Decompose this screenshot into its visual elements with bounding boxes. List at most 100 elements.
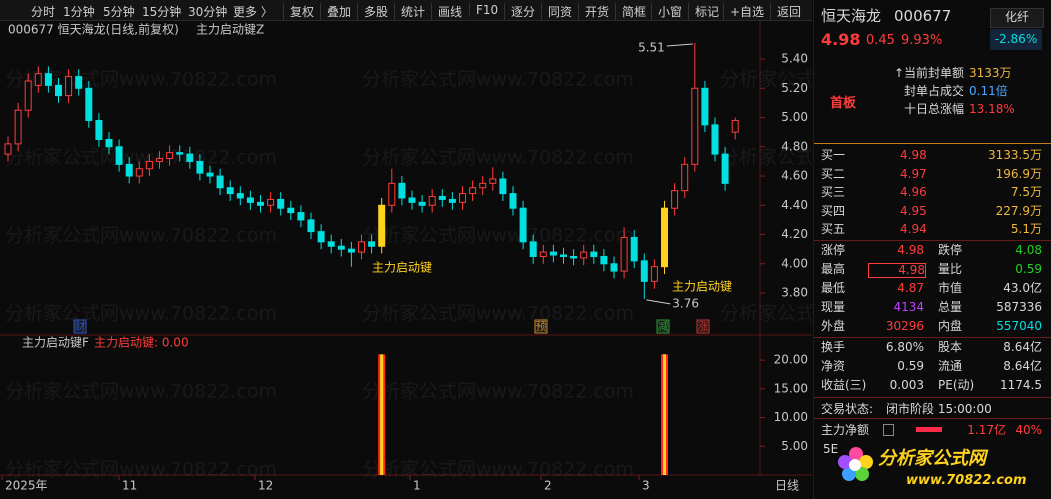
finance-value: 0.59 — [897, 359, 924, 373]
candle-body — [277, 198, 285, 209]
finance-value: 8.64亿 — [1003, 359, 1042, 373]
toolbar-button[interactable]: F10 — [469, 3, 498, 17]
indicator-name: 主力启动键Z — [196, 23, 264, 37]
book-price: 4.95 — [900, 203, 927, 218]
y-tick-label: 4.00 — [781, 256, 808, 270]
flow-amount: 1.17亿 — [967, 423, 1006, 437]
status-value: 闭市阶段 15:00:00 — [886, 402, 992, 416]
toolbar-button[interactable]: 标记 — [688, 3, 719, 20]
stat-value: 587336 — [996, 300, 1042, 314]
stat-value: 557040 — [996, 319, 1042, 333]
finance-label: 净资 — [821, 359, 846, 373]
x-tick-label: 2 — [544, 479, 552, 493]
signal-label: 主力启动键 — [372, 261, 432, 275]
toolbar-button[interactable]: 5分钟 — [103, 5, 135, 19]
indicator-value: 主力启动键: 0.00 — [94, 336, 189, 350]
stat-value: 4.08 — [1015, 243, 1042, 257]
candle-body — [671, 190, 679, 209]
candle-body — [44, 73, 52, 86]
high-arrow — [666, 43, 693, 47]
toolbar: 分时 1分钟 5分钟 15分钟 30分钟 更多 〉复权 叠加 多股 统计 画线 F10 逐分 同资 开货简… — [0, 0, 812, 21]
low-arrow — [646, 299, 671, 305]
finance-value: 1174.5 — [1000, 378, 1042, 392]
logo-flower — [838, 447, 873, 481]
x-tick-label: 11 — [122, 479, 137, 493]
seal-ratio-label: 封单占成交 — [903, 84, 964, 98]
period-label: 日线 — [775, 479, 799, 493]
watermark: 分析家公式网www.70822.com — [5, 459, 277, 481]
event-label: 财 — [75, 319, 86, 333]
event-marker — [534, 319, 548, 334]
stat-value: 30296 — [885, 319, 924, 333]
candle-body — [489, 178, 497, 184]
stat-label: 量比 — [938, 262, 963, 276]
book-price: 4.94 — [900, 222, 927, 236]
toolbar-button[interactable]: 多股 — [357, 3, 388, 20]
high-label: 5.51 — [638, 40, 665, 54]
candle-body — [196, 160, 204, 174]
bar-core — [380, 354, 384, 475]
y-tick-label: 4.60 — [781, 169, 808, 183]
book-volume: 227.9万 — [995, 203, 1042, 218]
toolbar-button[interactable]: 更多 〉 — [233, 5, 273, 19]
candle-body — [519, 207, 527, 243]
candle-body — [408, 197, 416, 203]
price: 4.98 — [821, 30, 861, 49]
toolbar-button[interactable]: 分时 — [31, 5, 56, 19]
toolbar-button[interactable]: 复权 — [283, 3, 314, 20]
candle-body — [115, 146, 123, 165]
candle-body — [358, 241, 365, 253]
status-label: 交易状态: — [821, 402, 874, 416]
candle-body — [428, 196, 436, 206]
book-label: 买四 — [821, 203, 846, 218]
candle-body — [95, 119, 103, 140]
sector-button[interactable]: 化纤 — [990, 8, 1044, 28]
candle-body — [539, 251, 547, 257]
book-price: 4.97 — [900, 166, 927, 181]
toolbar-button[interactable]: 1分钟 — [63, 5, 95, 19]
candle-body — [418, 201, 426, 206]
candle-body — [479, 182, 487, 189]
toolbar-button[interactable]: 小窗 — [651, 3, 682, 20]
toolbar-button[interactable]: 统计 — [394, 3, 425, 20]
seal-amount: 3133万 — [969, 66, 1012, 80]
toolbar-button[interactable]: 叠加 — [320, 3, 351, 20]
finance-label: PE(动) — [938, 378, 975, 392]
candle-body — [650, 266, 658, 282]
toolbar-button[interactable]: 画线 — [431, 3, 462, 20]
candle-body — [267, 198, 275, 206]
quote-panel: 恒天海龙 000677 化纤 -2.86% 4.98 0.45 9.93% 首板… — [813, 0, 1051, 499]
sector-change: -2.86% — [990, 29, 1042, 50]
candle-body — [297, 212, 305, 221]
flow-tab[interactable]: 5E — [823, 442, 839, 456]
book-label: 买三 — [821, 185, 846, 199]
stat-value: 4.87 — [897, 281, 924, 295]
event-label: 减 — [658, 320, 669, 333]
flow-label: 主力净额 — [821, 423, 870, 437]
toolbar-button[interactable]: +自选 — [723, 3, 764, 20]
watermark: 分析家公式网www.70822.com — [362, 147, 634, 169]
divider — [814, 337, 1051, 338]
toolbar-button[interactable]: 30分钟 — [188, 5, 228, 19]
divider — [814, 418, 1051, 419]
candle-body — [14, 109, 22, 145]
y-tick-label: 4.20 — [781, 227, 808, 241]
toolbar-button[interactable]: 同资 — [541, 3, 572, 20]
toolbar-button[interactable]: 15分钟 — [142, 5, 182, 19]
watermark: 分析家公式网www.70822.com — [362, 225, 634, 247]
chart-area: 000677 恒天海龙(日线,前复权) 主力启动键Z 主力启动键F 主力启动键:… — [0, 21, 812, 493]
book-label: 买一 — [821, 148, 846, 162]
toolbar-button[interactable]: 开货 — [578, 3, 609, 20]
candle-body — [378, 204, 386, 247]
candle-body — [186, 153, 194, 162]
low-label: 3.76 — [672, 296, 699, 310]
finance-label: 换手 — [821, 340, 846, 354]
candle-body — [307, 219, 315, 233]
candle-body — [469, 187, 477, 195]
flow-icon[interactable] — [883, 424, 894, 436]
toolbar-button[interactable]: 返回 — [770, 3, 801, 20]
candle-body — [570, 255, 578, 259]
candle-body — [55, 84, 62, 97]
toolbar-button[interactable]: 简框 — [615, 3, 646, 20]
toolbar-button[interactable]: 逐分 — [504, 3, 535, 20]
